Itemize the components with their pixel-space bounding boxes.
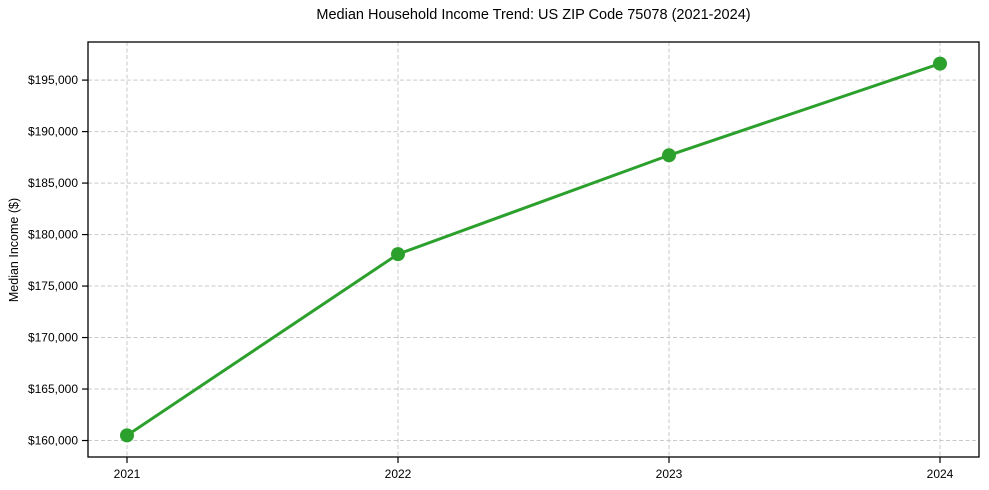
- x-tick-label: 2022: [385, 467, 412, 481]
- y-tick-label: $195,000: [28, 73, 78, 87]
- x-tick-label: 2023: [656, 467, 683, 481]
- grid-lines: [88, 42, 979, 457]
- data-point-markers: [120, 56, 947, 443]
- y-tick-labels: $160,000 $165,000 $170,000 $175,000 $180,000…: [28, 73, 78, 447]
- x-tick-labels: 2021 2022 2023 2024: [114, 467, 954, 481]
- y-tick-label: $160,000: [28, 434, 78, 448]
- y-tick-label: $185,000: [28, 176, 78, 190]
- x-tick-label: 2024: [927, 467, 954, 481]
- y-tick-label: $180,000: [28, 228, 78, 242]
- y-tick-label: $170,000: [28, 331, 78, 345]
- y-tick-label: $165,000: [28, 382, 78, 396]
- plot-border: [87, 41, 980, 458]
- axis-ticks: [82, 79, 941, 463]
- x-tick-label: 2021: [114, 467, 141, 481]
- data-point-2022: [391, 247, 405, 262]
- chart-title: Median Household Income Trend: US ZIP Co…: [316, 7, 751, 23]
- y-tick-label: $190,000: [28, 125, 78, 139]
- data-point-2024: [933, 56, 947, 71]
- y-tick-label: $175,000: [28, 279, 78, 293]
- trend-line: [125, 62, 942, 437]
- data-point-2021: [120, 428, 134, 443]
- data-point-2023: [662, 148, 676, 163]
